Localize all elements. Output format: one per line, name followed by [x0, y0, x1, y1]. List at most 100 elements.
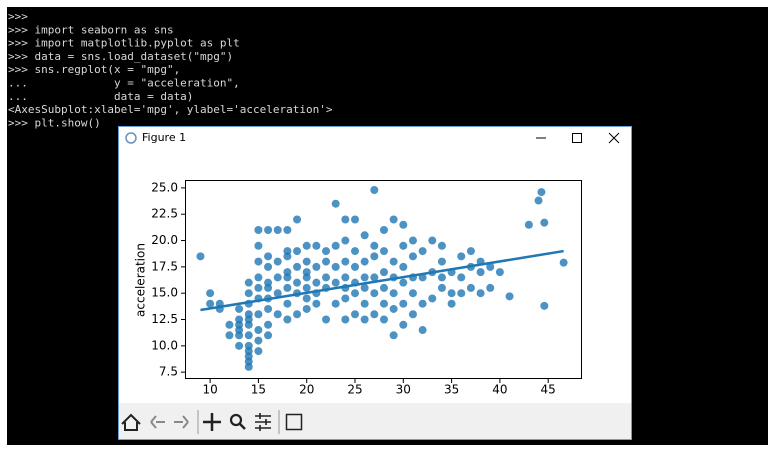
point: [466, 247, 475, 256]
point: [379, 268, 388, 277]
point: [351, 247, 360, 256]
point: [322, 247, 331, 256]
terminal-line: >>>: [8, 10, 28, 23]
point: [351, 310, 360, 319]
point: [389, 215, 398, 224]
terminal-line: >>> data = sns.load_dataset("mpg"): [8, 50, 233, 63]
point: [437, 257, 446, 266]
point: [399, 299, 408, 308]
point: [206, 299, 215, 308]
y-tick-label: 7.5: [159, 365, 178, 379]
point: [418, 299, 427, 308]
point: [351, 289, 360, 298]
point: [244, 341, 253, 350]
window-title: Figure 1: [142, 131, 186, 144]
point: [457, 273, 466, 282]
point: [206, 289, 215, 298]
point: [437, 273, 446, 282]
plot: 10 15 20 25 30 35 40 45 7.5 10.0 12.5 15.0 17.5 20.0 2…: [151, 180, 582, 397]
point: [457, 252, 466, 261]
point: [283, 247, 292, 256]
point: [476, 289, 485, 298]
point: [379, 247, 388, 256]
y-tick-label: 20.0: [151, 233, 178, 247]
point: [437, 241, 446, 250]
zoom-button[interactable]: [229, 413, 246, 430]
point: [447, 289, 456, 298]
x-tick-label: 25: [347, 383, 362, 397]
point: [331, 199, 340, 208]
point: [360, 273, 369, 282]
point: [273, 226, 282, 235]
pan-button[interactable]: [203, 413, 221, 431]
point: [457, 289, 466, 298]
point: [331, 278, 340, 287]
point: [283, 283, 292, 292]
maximize-button[interactable]: [572, 133, 582, 143]
point: [254, 226, 263, 235]
home-button[interactable]: [121, 413, 141, 431]
point: [351, 262, 360, 271]
figure-window: [118, 126, 632, 440]
point: [244, 315, 253, 324]
point: [370, 289, 379, 298]
point: [360, 315, 369, 324]
configure-button[interactable]: [255, 413, 271, 431]
point: [264, 278, 273, 287]
forward-button[interactable]: [174, 415, 189, 429]
point: [534, 196, 543, 205]
point: [399, 278, 408, 287]
axes-frame: [185, 180, 582, 379]
point: [283, 268, 292, 277]
x-tick-label: 35: [444, 383, 459, 397]
point: [341, 215, 350, 224]
y-axis-label: acceleration: [134, 243, 148, 317]
point: [312, 241, 321, 250]
point: [283, 299, 292, 308]
point: [293, 310, 302, 319]
point: [524, 220, 533, 229]
x-tick-label: 15: [251, 383, 266, 397]
point: [264, 304, 273, 313]
point: [302, 268, 311, 277]
point: [312, 278, 321, 287]
point: [283, 315, 292, 324]
point: [437, 283, 446, 292]
regression-line: [200, 249, 564, 312]
point: [341, 273, 350, 282]
window-icon: [125, 132, 137, 144]
save-button[interactable]: [285, 413, 303, 431]
point: [254, 273, 263, 282]
point: [254, 326, 263, 335]
terminal-line: <AxesSubplot:xlabel='mpg', ylabel='accel…: [8, 103, 333, 116]
y-tick-label: 17.5: [151, 259, 178, 273]
point: [235, 304, 244, 313]
point: [360, 299, 369, 308]
point: [341, 236, 350, 245]
point: [389, 257, 398, 266]
point: [264, 252, 273, 261]
point: [254, 336, 263, 345]
point: [293, 262, 302, 271]
point: [264, 331, 273, 340]
terminal-line: >>> sns.regplot(x = "mpg",: [8, 63, 180, 76]
point: [408, 289, 417, 298]
terminal-line: >>> import seaborn as sns: [8, 23, 174, 36]
point: [389, 331, 398, 340]
point: [293, 215, 302, 224]
y-tick-label: 15.0: [151, 286, 178, 300]
point: [399, 220, 408, 229]
point: [273, 257, 282, 266]
terminal: >>>>>> import seaborn as sns>>> import m…: [8, 10, 333, 129]
point: [360, 283, 369, 292]
point: [293, 278, 302, 287]
back-button[interactable]: [150, 415, 165, 429]
point: [351, 215, 360, 224]
y-tick-label: 22.5: [151, 207, 178, 221]
point: [331, 299, 340, 308]
point: [476, 268, 485, 277]
y-tick-label: 12.5: [151, 312, 178, 326]
point: [322, 315, 331, 324]
x-tick-label: 45: [541, 383, 556, 397]
close-button[interactable]: [608, 132, 620, 144]
